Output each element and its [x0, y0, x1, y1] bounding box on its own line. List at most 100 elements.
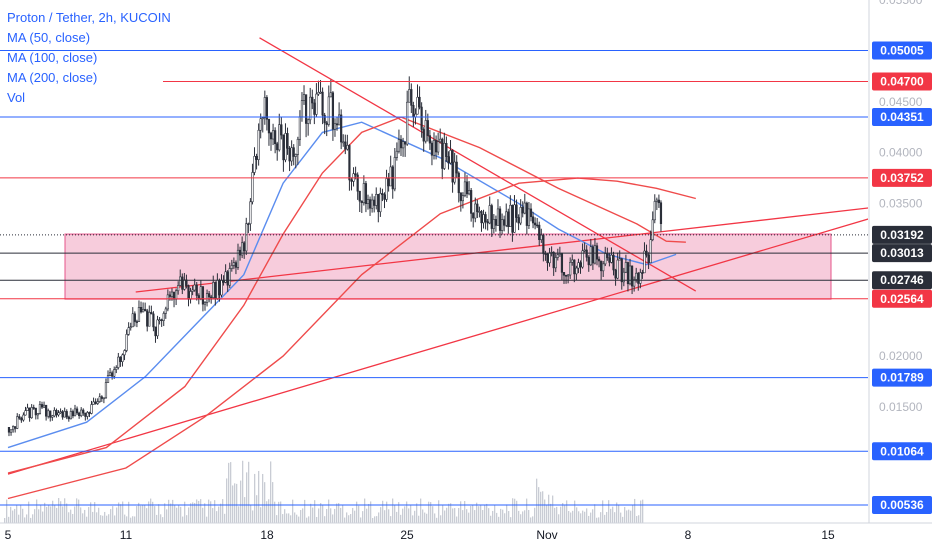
candle-body [34, 407, 37, 416]
volume-bar [452, 508, 454, 523]
x-tick-label: 25 [400, 528, 414, 542]
candle-body [534, 222, 537, 226]
volume-bar [334, 508, 336, 523]
volume-bar [146, 508, 148, 523]
candle-body [408, 89, 411, 103]
candle-body [321, 91, 324, 116]
candle-body [106, 375, 110, 383]
volume-bar [574, 500, 576, 523]
volume-bar [558, 514, 560, 523]
candle-body [170, 291, 174, 297]
ma-line-3[interactable] [7, 177, 696, 500]
candle-body [366, 199, 370, 205]
candle-body [486, 221, 489, 224]
legend-ma50[interactable]: MA (50, close) [7, 30, 91, 45]
volume-bar [594, 504, 596, 523]
candle-body [600, 260, 603, 272]
volume-bar [612, 506, 614, 523]
price-level-tag: 0.04700 [872, 72, 932, 91]
candle-body [261, 117, 264, 120]
volume-bar [478, 506, 480, 523]
volume-bar [562, 503, 564, 523]
candle-body [80, 409, 83, 417]
ma-line-2[interactable] [7, 116, 686, 474]
chart-legend: Proton / Tether, 2h, KUCOIN MA (50, clos… [7, 8, 171, 108]
candle-body [356, 174, 359, 192]
candle-body [527, 208, 531, 226]
support-resistance-zone[interactable] [64, 233, 832, 300]
volume-bar [412, 515, 414, 523]
volume-bar [640, 500, 642, 523]
volume-bar [158, 504, 160, 523]
legend-volume[interactable]: Vol [7, 90, 26, 105]
plot-area[interactable] [4, 37, 932, 523]
volume-bar [340, 507, 342, 523]
volume-bar [502, 509, 504, 523]
volume-bar [284, 509, 286, 523]
volume-bar [432, 506, 434, 523]
candle-body [131, 313, 134, 328]
candle-body [655, 199, 658, 202]
volume-bar [480, 505, 482, 523]
volume-bar [498, 516, 500, 523]
candle-body [251, 172, 254, 203]
trendline[interactable] [7, 194, 932, 475]
volume-bar [462, 510, 464, 523]
volume-bar [326, 508, 328, 523]
volume-bar [206, 516, 208, 523]
volume-bar [360, 517, 362, 523]
volume-bar [274, 501, 276, 523]
candle-body [201, 286, 205, 305]
volume-bar [512, 498, 514, 523]
volume-bar [234, 483, 236, 523]
candle-body [463, 181, 467, 196]
price-level-label: 0.03013 [880, 246, 924, 260]
volume-bar [180, 506, 182, 523]
y-tick-label: 0.01500 [879, 400, 923, 414]
candle-body [523, 202, 526, 214]
volume-bar [74, 506, 76, 523]
candle-body [439, 138, 442, 143]
volume-bar [344, 517, 346, 523]
volume-bar [78, 499, 80, 523]
candle-body [659, 202, 663, 225]
volume-bar [100, 515, 102, 523]
candle-body [362, 183, 365, 204]
volume-bar [310, 503, 312, 523]
volume-bar [390, 516, 392, 523]
volume-bar [308, 516, 310, 523]
candle-body [354, 173, 357, 176]
candle-body [373, 199, 376, 206]
candle-body [210, 296, 213, 299]
volume-bar [618, 504, 620, 523]
volume-bar [84, 509, 86, 523]
volume-bar [246, 472, 248, 523]
volume-bar [60, 501, 62, 523]
candle-body [453, 161, 456, 183]
candle-body [575, 267, 578, 275]
legend-ma200[interactable]: MA (200, close) [7, 70, 98, 85]
candle-body [274, 130, 277, 145]
candle-body [298, 116, 302, 140]
candle-body [344, 141, 347, 150]
volume-bar [298, 516, 300, 523]
volume-bar [208, 499, 210, 523]
candle-body [160, 319, 163, 322]
candle-body [614, 269, 617, 279]
volume-bar [366, 508, 368, 523]
volume-bar [642, 499, 644, 523]
candle-body [389, 166, 392, 187]
trendline[interactable] [259, 37, 697, 292]
candle-body [162, 313, 165, 321]
candle-body [404, 141, 407, 145]
volume-bar [214, 500, 216, 523]
candle-body [7, 427, 11, 433]
candle-body [630, 265, 634, 287]
volume-bar [422, 509, 424, 523]
legend-ma100[interactable]: MA (100, close) [7, 50, 98, 65]
volume-bar [124, 514, 126, 523]
candle-body [300, 100, 304, 118]
volume-bar [622, 516, 624, 523]
volume-bar [504, 513, 506, 523]
